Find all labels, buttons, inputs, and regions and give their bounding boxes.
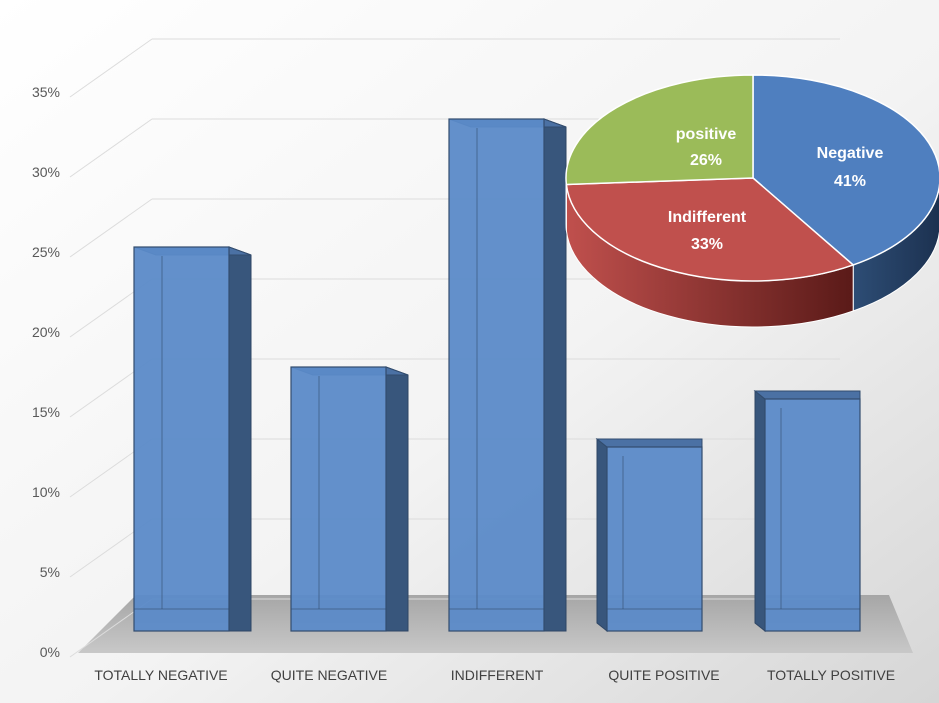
y-tick-label: 25% — [32, 244, 60, 260]
x-tick-label: QUITE POSITIVE — [608, 667, 719, 683]
x-tick-label: TOTALLY NEGATIVE — [94, 667, 227, 683]
x-tick-label: QUITE NEGATIVE — [271, 667, 387, 683]
y-tick-label: 35% — [32, 84, 60, 100]
bar — [448, 118, 567, 632]
pie-slice — [565, 74, 754, 186]
gridline-diagonal — [69, 38, 153, 98]
pie-slice-percent: 41% — [834, 173, 866, 190]
bar — [595, 437, 703, 633]
gridline-diagonal — [69, 118, 153, 178]
y-tick-label: 20% — [32, 324, 60, 340]
bar — [753, 389, 861, 633]
pie-slice — [565, 177, 855, 282]
y-tick-label: 15% — [32, 404, 60, 420]
x-tick-label: TOTALLY POSITIVE — [767, 667, 895, 683]
pie-slice-label: Indifferent — [668, 209, 747, 226]
gridline-diagonal — [69, 198, 153, 258]
y-tick-label: 10% — [32, 484, 60, 500]
y-tick-label: 5% — [40, 564, 60, 580]
pie-slice-percent: 26% — [690, 152, 722, 169]
pie-slice-label: Negative — [817, 145, 884, 162]
y-tick-label: 30% — [32, 164, 60, 180]
pie-slice-percent: 33% — [691, 236, 723, 253]
x-tick-label: INDIFFERENT — [451, 667, 544, 683]
pie-slice-label: positive — [676, 126, 737, 143]
bar — [290, 366, 409, 632]
bar — [133, 246, 252, 632]
y-tick-label: 0% — [40, 644, 60, 660]
